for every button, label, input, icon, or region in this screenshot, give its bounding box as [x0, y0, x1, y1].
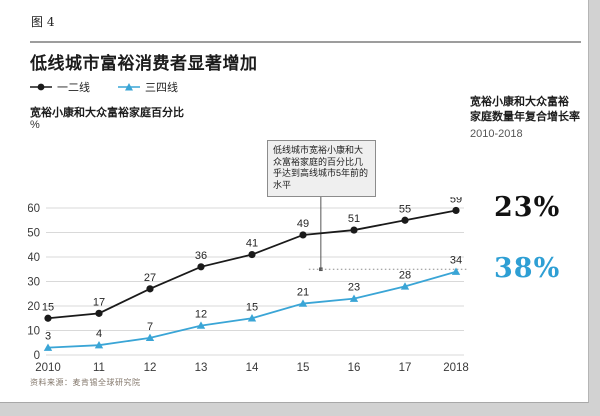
- svg-text:2018: 2018: [443, 362, 469, 374]
- svg-text:41: 41: [246, 238, 258, 250]
- svg-text:11: 11: [93, 362, 105, 374]
- series-tier12: 15 17 27 36 41 49 51 55 59: [42, 197, 462, 322]
- svg-text:13: 13: [195, 362, 208, 374]
- svg-text:27: 27: [144, 272, 156, 284]
- y-axis-unit: %: [30, 119, 40, 131]
- chart-legend: 一二线 三四线: [30, 79, 178, 95]
- right-column-heading: 宽裕小康和大众富裕 家庭数量年复合增长率 2010-2018: [470, 95, 580, 142]
- annotation-box: 低线城市宽裕小康和大众富裕家庭的百分比几乎达到高线城市5年前的水平: [267, 140, 376, 197]
- svg-text:16: 16: [348, 362, 361, 374]
- header-rule: [30, 41, 581, 43]
- svg-text:30: 30: [28, 277, 40, 289]
- gridlines: 0 10 20 30 40 50 60: [28, 203, 464, 362]
- svg-text:49: 49: [297, 218, 309, 230]
- legend-label-tier12: 一二线: [57, 82, 90, 94]
- chart-title: 低线城市富裕消费者显著增加: [30, 54, 258, 73]
- svg-text:12: 12: [195, 309, 207, 321]
- right-heading-period: 2010-2018: [470, 127, 523, 140]
- svg-text:4: 4: [96, 328, 102, 340]
- legend-item-tier34: 三四线: [118, 79, 178, 95]
- tier12-line-marker-icon: [30, 83, 52, 91]
- right-heading-line1: 宽裕小康和大众富裕: [470, 96, 569, 108]
- svg-text:28: 28: [399, 269, 411, 281]
- legend-label-tier34: 三四线: [145, 82, 178, 94]
- svg-text:40: 40: [28, 252, 40, 264]
- svg-text:15: 15: [42, 301, 54, 313]
- svg-text:51: 51: [348, 213, 360, 225]
- svg-text:34: 34: [450, 255, 462, 267]
- svg-text:15: 15: [297, 362, 310, 374]
- svg-text:60: 60: [28, 203, 40, 215]
- line-chart: 0 10 20 30 40 50 60 2010 11 12 13 14 15 16 17 2018 15 17…: [28, 197, 469, 374]
- svg-text:17: 17: [399, 362, 412, 374]
- svg-text:7: 7: [147, 321, 153, 333]
- x-axis-labels: 2010 11 12 13 14 15 16 17 2018: [35, 362, 469, 374]
- cagr-value-tier34: 38%: [494, 253, 561, 284]
- y-axis-title: 宽裕小康和大众富裕家庭百分比: [30, 107, 184, 119]
- svg-text:2010: 2010: [35, 362, 61, 374]
- svg-text:21: 21: [297, 287, 309, 299]
- svg-text:14: 14: [246, 362, 259, 374]
- report-page: 图 4 低线城市富裕消费者显著增加 一二线 三四线 宽裕小康和大众富裕家庭百分比…: [0, 0, 589, 403]
- svg-text:20: 20: [28, 301, 40, 313]
- cagr-value-tier12: 23%: [494, 192, 561, 223]
- svg-text:36: 36: [195, 250, 207, 262]
- svg-text:55: 55: [399, 203, 411, 215]
- svg-text:50: 50: [28, 228, 40, 240]
- svg-text:59: 59: [450, 197, 462, 205]
- legend-item-tier12: 一二线: [30, 79, 90, 95]
- svg-text:12: 12: [144, 362, 157, 374]
- svg-text:15: 15: [246, 301, 258, 313]
- right-heading-line2: 家庭数量年复合增长率: [470, 110, 580, 123]
- tier34-line-marker-icon: [118, 83, 140, 91]
- svg-text:0: 0: [34, 350, 40, 362]
- figure-label: 图 4: [31, 15, 55, 29]
- source-note: 资料来源：麦肯锡全球研究院: [30, 378, 141, 387]
- svg-text:17: 17: [93, 296, 105, 308]
- svg-text:10: 10: [28, 326, 40, 338]
- svg-text:3: 3: [45, 331, 51, 343]
- svg-text:23: 23: [348, 282, 360, 294]
